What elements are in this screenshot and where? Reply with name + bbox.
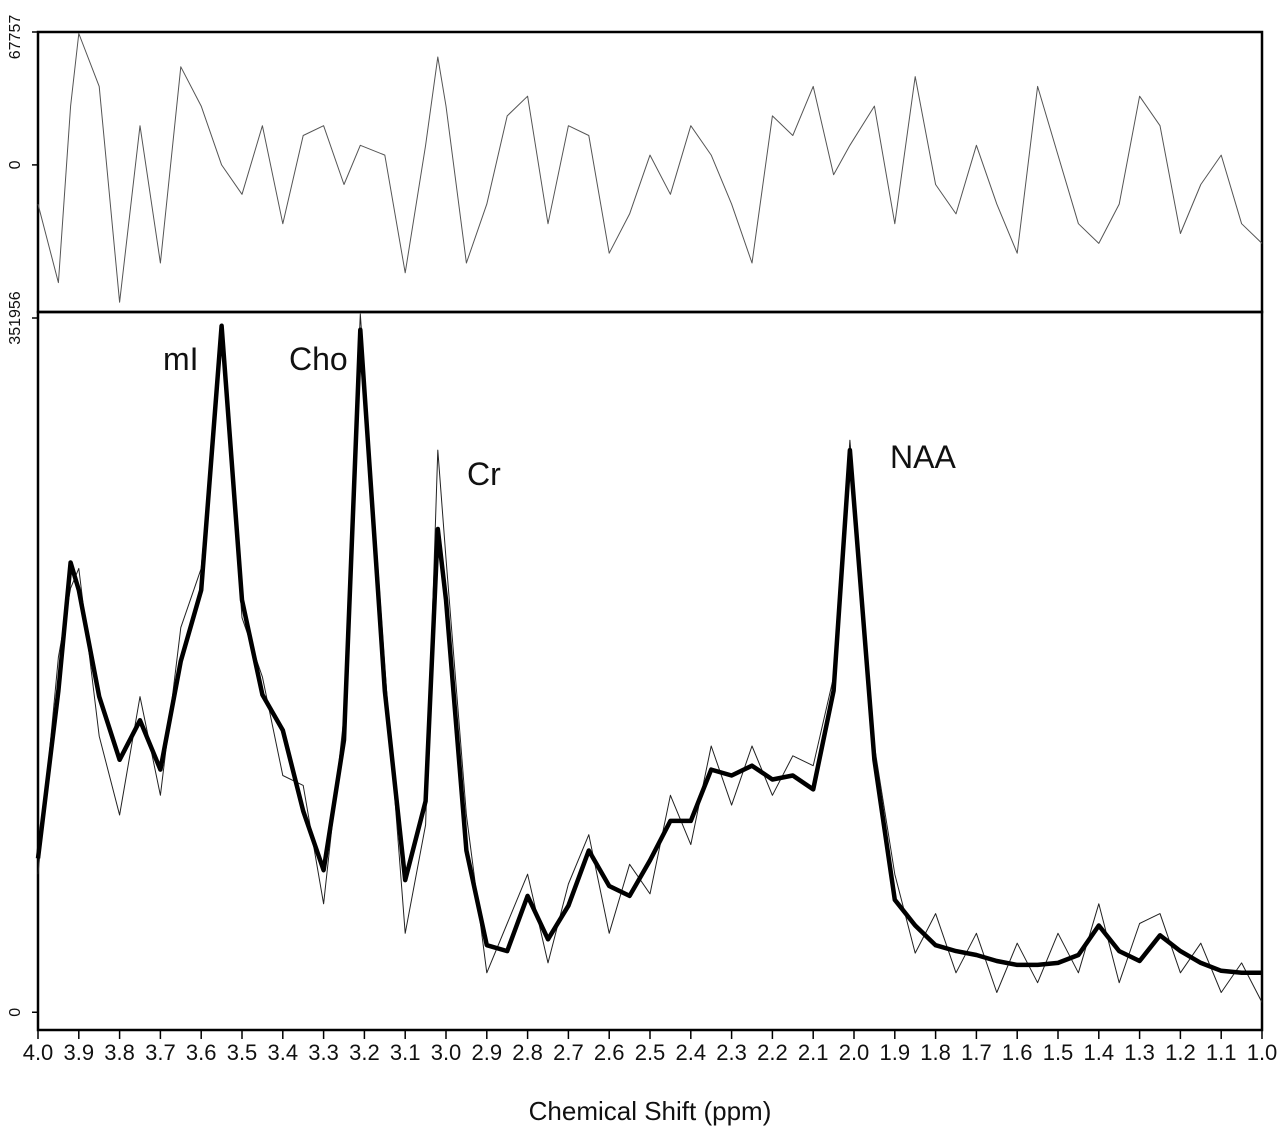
x-tick-label: 2.6 bbox=[594, 1040, 625, 1065]
x-tick-label: 3.5 bbox=[227, 1040, 258, 1065]
x-tick-label: 1.0 bbox=[1247, 1040, 1278, 1065]
peak-label: NAA bbox=[890, 439, 956, 475]
y-tick-label: 351956 bbox=[7, 291, 24, 344]
x-tick-label: 3.9 bbox=[64, 1040, 95, 1065]
x-tick-label: 3.4 bbox=[268, 1040, 299, 1065]
x-tick-label: 2.2 bbox=[757, 1040, 788, 1065]
x-tick-label: 3.7 bbox=[145, 1040, 176, 1065]
x-tick-label: 3.1 bbox=[390, 1040, 421, 1065]
y-tick-label: 0 bbox=[7, 1008, 24, 1017]
peak-label: Cho bbox=[289, 341, 348, 377]
x-tick-label: 1.3 bbox=[1124, 1040, 1155, 1065]
x-tick-label: 2.0 bbox=[839, 1040, 870, 1065]
x-tick-label: 1.6 bbox=[1002, 1040, 1033, 1065]
x-tick-label: 2.1 bbox=[798, 1040, 829, 1065]
spectrum-line bbox=[37, 33, 1263, 303]
y-tick-label: 67757 bbox=[7, 15, 24, 60]
x-tick-label: 2.7 bbox=[553, 1040, 584, 1065]
x-tick-label: 1.7 bbox=[961, 1040, 992, 1065]
x-tick-label: 1.4 bbox=[1084, 1040, 1115, 1065]
x-tick-label: 1.1 bbox=[1206, 1040, 1237, 1065]
x-tick-label: 2.3 bbox=[716, 1040, 747, 1065]
spectrum-line bbox=[35, 323, 1262, 976]
x-tick-label: 2.9 bbox=[472, 1040, 503, 1065]
x-tick-label: 3.8 bbox=[104, 1040, 135, 1065]
x-tick-label: 3.2 bbox=[349, 1040, 380, 1065]
x-tick-label: 1.8 bbox=[920, 1040, 951, 1065]
x-tick-label: 1.2 bbox=[1165, 1040, 1196, 1065]
x-tick-label: 2.4 bbox=[676, 1040, 707, 1065]
x-tick-label: 2.8 bbox=[512, 1040, 543, 1065]
x-tick-label: 2.5 bbox=[635, 1040, 666, 1065]
x-tick-label: 1.5 bbox=[1043, 1040, 1074, 1065]
x-tick-label: 4.0 bbox=[23, 1040, 54, 1065]
x-tick-label: 1.9 bbox=[880, 1040, 911, 1065]
x-tick-label: 3.3 bbox=[308, 1040, 339, 1065]
plot-frame bbox=[36, 310, 1264, 1032]
plot-frame bbox=[36, 30, 1264, 314]
peak-label: mI bbox=[163, 341, 199, 377]
x-tick-label: 3.6 bbox=[186, 1040, 217, 1065]
y-tick-label: 0 bbox=[7, 160, 24, 169]
peak-label: Cr bbox=[467, 456, 501, 492]
spectrum-line bbox=[37, 313, 1263, 1003]
x-axis-label: Chemical Shift (ppm) bbox=[529, 1096, 772, 1126]
x-tick-label: 3.0 bbox=[431, 1040, 462, 1065]
